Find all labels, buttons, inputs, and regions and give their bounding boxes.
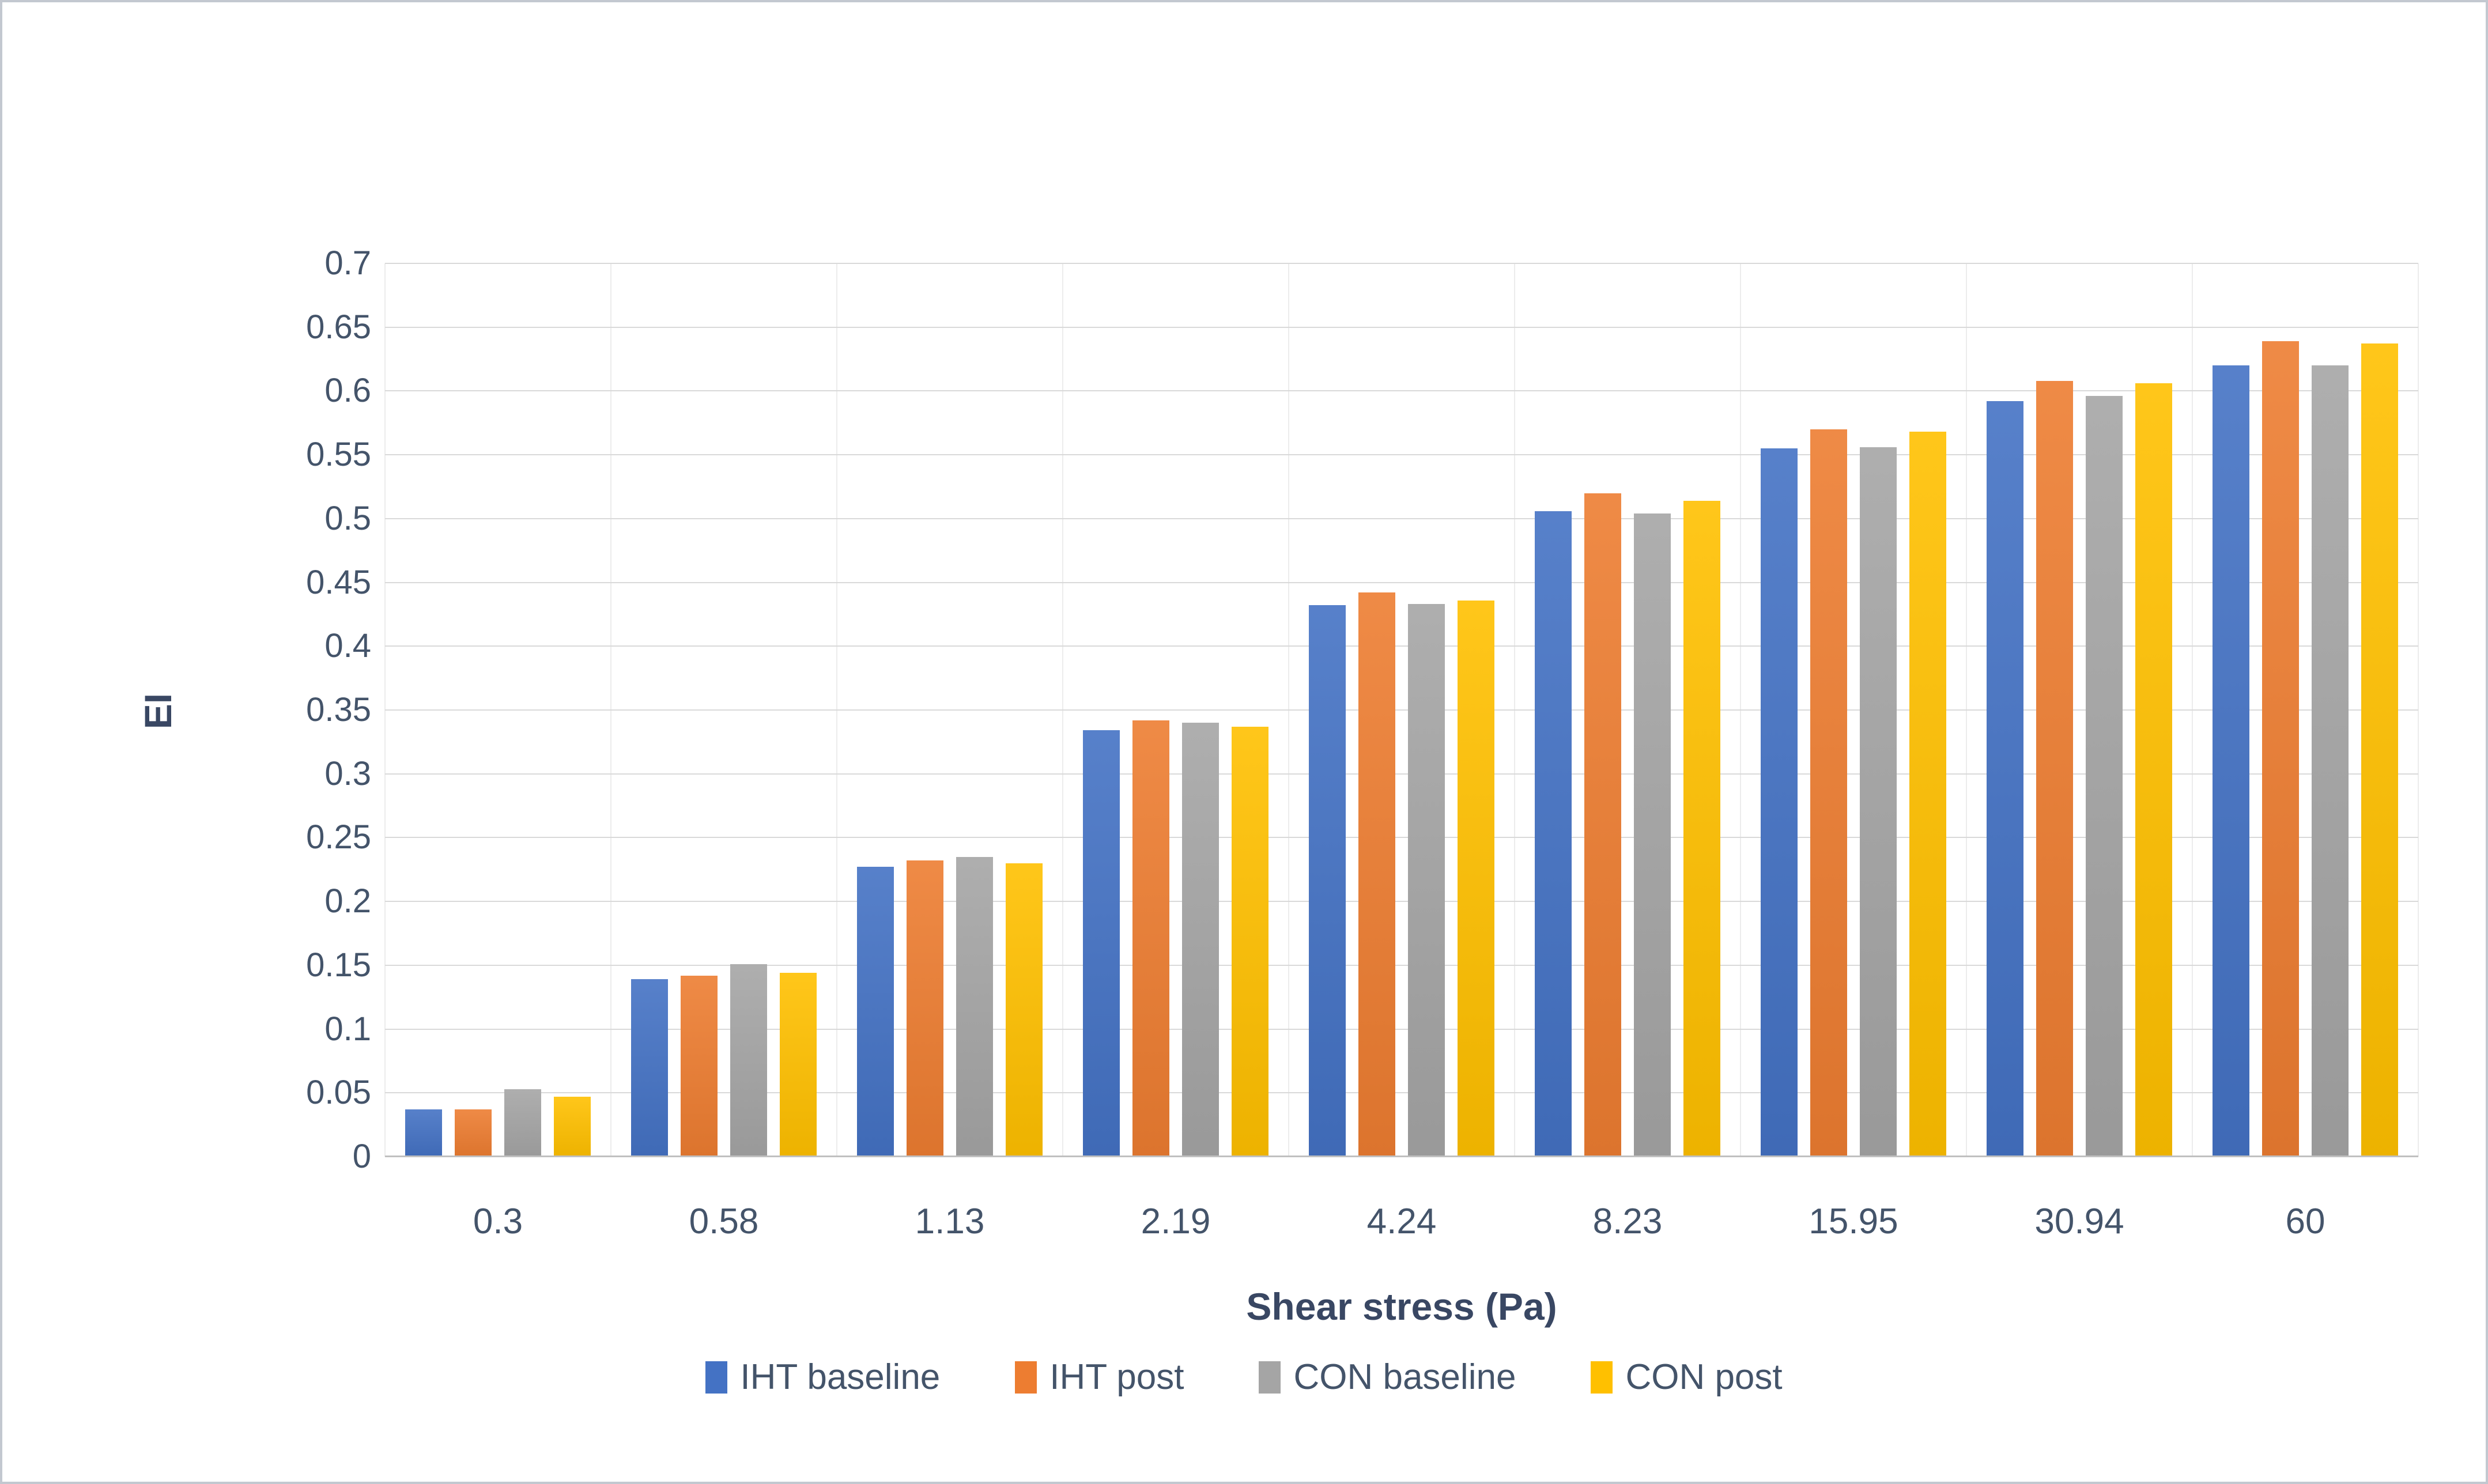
bar-con-post	[780, 973, 817, 1157]
x-tick-label: 30.94	[2034, 1202, 2124, 1241]
plot-area	[384, 263, 2419, 1157]
bar-iht-post	[455, 1109, 492, 1157]
bar-con-post	[554, 1097, 591, 1157]
legend-label: CON post	[1625, 1357, 1783, 1397]
gridline	[385, 1092, 2418, 1094]
legend-label: IHT baseline	[740, 1357, 941, 1397]
bar-con-post	[1909, 432, 1946, 1157]
legend-swatch-icon	[1259, 1361, 1281, 1394]
gridline	[385, 645, 2418, 647]
y-tick-label: 0.7	[324, 244, 371, 282]
x-tick-label: 4.24	[1366, 1202, 1437, 1241]
legend: IHT baseline IHT post CON baseline CON post	[2, 1360, 2486, 1395]
bar-con-baseline	[2086, 396, 2123, 1157]
gridline	[385, 901, 2418, 903]
gridline	[385, 773, 2418, 775]
gridline	[385, 837, 2418, 839]
bar-iht-baseline	[405, 1109, 442, 1157]
bar-iht-post	[681, 976, 718, 1157]
y-tick-label: 0.6	[324, 372, 371, 410]
bar-con-post	[2135, 383, 2172, 1157]
bar-iht-post	[2036, 381, 2073, 1157]
bar-con-baseline	[1182, 723, 1219, 1157]
bar-con-baseline	[504, 1089, 541, 1157]
x-tick-label: 60	[2285, 1202, 2325, 1241]
legend-swatch-icon	[1015, 1361, 1037, 1394]
x-tick-label: 8.23	[1592, 1202, 1663, 1241]
bar-con-post	[1683, 501, 1720, 1157]
legend-label: CON baseline	[1293, 1357, 1516, 1397]
bar-iht-baseline	[631, 979, 668, 1157]
legend-swatch-icon	[705, 1361, 728, 1394]
legend-item-iht-post: IHT post	[1015, 1360, 1184, 1395]
bar-con-post	[2361, 343, 2398, 1157]
y-tick-label: 0.15	[306, 946, 371, 984]
y-tick-label: 0.5	[324, 499, 371, 537]
y-tick-label: 0.3	[324, 754, 371, 792]
y-tick-label: 0.65	[306, 308, 371, 346]
category-boundary-line	[2418, 263, 2419, 1157]
legend-item-con-post: CON post	[1591, 1357, 1783, 1397]
x-axis-line	[385, 1156, 2418, 1157]
gridline	[385, 454, 2418, 456]
bar-iht-baseline	[1083, 730, 1120, 1157]
gridline	[385, 581, 2418, 583]
bar-con-post	[1006, 863, 1043, 1157]
gridline	[385, 390, 2418, 392]
bar-iht-post	[907, 860, 943, 1157]
x-axis-title: Shear stress (Pa)	[1246, 1285, 1557, 1328]
legend-swatch-icon	[1591, 1361, 1613, 1394]
bar-con-baseline	[1408, 604, 1445, 1157]
y-axis-title: EI	[137, 693, 179, 730]
gridline	[385, 709, 2418, 711]
bar-iht-baseline	[1761, 448, 1798, 1157]
bar-con-baseline	[956, 857, 993, 1157]
bar-con-baseline	[730, 964, 767, 1157]
bar-iht-baseline	[1309, 605, 1346, 1157]
x-tick-label: 0.58	[689, 1202, 759, 1241]
bar-iht-post	[1810, 429, 1847, 1157]
bar-iht-baseline	[2213, 365, 2249, 1157]
legend-label: IHT post	[1049, 1357, 1184, 1397]
y-tick-label: 0.55	[306, 436, 371, 474]
x-tick-label: 1.13	[915, 1202, 985, 1241]
y-tick-label: 0.45	[306, 563, 371, 601]
bar-iht-baseline	[857, 867, 894, 1157]
y-tick-label: 0.35	[306, 691, 371, 728]
x-tick-label: 0.3	[473, 1202, 523, 1241]
bar-iht-baseline	[1987, 401, 2023, 1157]
gridline	[385, 263, 2418, 264]
x-tick-label: 15.95	[1809, 1202, 1898, 1241]
bar-iht-post	[1584, 493, 1621, 1157]
gridline	[385, 326, 2418, 328]
gridline	[385, 518, 2418, 519]
bar-con-baseline	[2312, 365, 2349, 1157]
bar-con-baseline	[1860, 447, 1897, 1157]
y-tick-label: 0	[352, 1138, 371, 1175]
bar-iht-post	[1358, 592, 1395, 1157]
x-tick-label: 2.19	[1141, 1202, 1211, 1241]
bar-con-baseline	[1634, 513, 1671, 1157]
y-tick-label: 0.4	[324, 627, 371, 665]
y-tick-label: 0.25	[306, 818, 371, 856]
y-tick-label: 0.1	[324, 1010, 371, 1048]
bar-iht-baseline	[1535, 511, 1572, 1157]
gridline	[385, 1028, 2418, 1030]
y-tick-label: 0.2	[324, 882, 371, 920]
bar-con-post	[1232, 727, 1268, 1157]
legend-item-iht-baseline: IHT baseline	[705, 1360, 940, 1395]
bar-con-post	[1458, 601, 1494, 1157]
bar-iht-post	[2262, 341, 2299, 1157]
y-tick-label: 0.05	[306, 1074, 371, 1112]
bar-iht-post	[1132, 720, 1169, 1157]
legend-item-con-baseline: CON baseline	[1259, 1360, 1516, 1395]
gridline	[385, 964, 2418, 966]
